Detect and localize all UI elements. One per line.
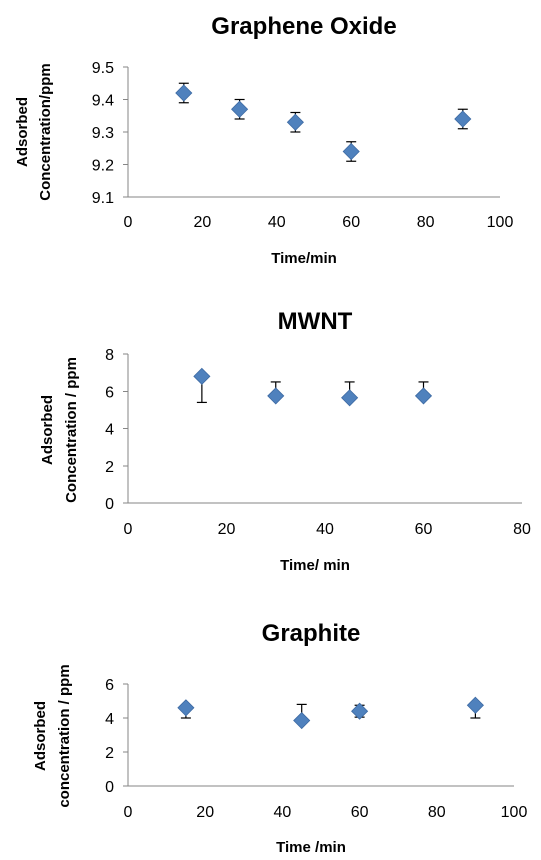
x-tick-label: 60 <box>415 521 433 538</box>
y-tick-label: 2 <box>105 745 114 762</box>
data-point-marker <box>341 389 359 407</box>
y-tick-label: 8 <box>105 347 114 364</box>
chart-title: Graphite <box>262 620 361 647</box>
y-tick-label: 0 <box>105 496 114 513</box>
chart-panel-1: Graphene Oxide 9.1 9.2 9.3 9.4 9.5 0 20 40 60 80 10… <box>14 13 513 267</box>
y-tick-label: 9.3 <box>92 125 114 142</box>
x-tick-label: 80 <box>417 214 435 231</box>
x-tick-label: 100 <box>501 804 528 821</box>
data-point-marker <box>351 702 369 720</box>
x-tick-label: 60 <box>351 804 369 821</box>
y-axis-title-line-1: Adsorbed <box>32 701 49 771</box>
x-tick-label: 0 <box>124 521 133 538</box>
data-point-marker <box>177 699 195 717</box>
data-point-marker <box>267 387 285 405</box>
x-tick-label: 20 <box>218 521 236 538</box>
y-axis-title-line-2: Concentration/ppm <box>37 63 54 201</box>
y-axis-title-line-2: concentration / ppm <box>56 664 73 807</box>
y-tick-label: 9.2 <box>92 158 114 175</box>
data-point-marker <box>414 387 433 405</box>
y-tick-label: 6 <box>105 677 114 694</box>
x-tick-label: 80 <box>428 804 446 821</box>
data-point-marker <box>342 142 360 161</box>
x-tick-label: 100 <box>487 214 514 231</box>
data-point-marker <box>231 100 249 118</box>
y-tick-label: 0 <box>105 779 114 796</box>
x-tick-label: 0 <box>124 214 133 231</box>
chart-title: MWNT <box>278 308 353 335</box>
data-point-marker <box>466 696 484 714</box>
x-axis-title: Time/min <box>271 250 337 267</box>
x-tick-label: 0 <box>124 804 133 821</box>
data-point-marker <box>193 367 211 385</box>
y-tick-label: 9.5 <box>92 60 114 77</box>
y-axis-title-line-1: Adsorbed <box>14 97 31 167</box>
y-tick-label: 9.1 <box>92 190 114 207</box>
x-tick-label: 20 <box>196 804 214 821</box>
x-tick-label: 20 <box>194 214 212 231</box>
y-tick-label: 9.4 <box>92 93 114 110</box>
y-tick-label: 6 <box>105 384 114 401</box>
data-point-marker <box>454 110 472 128</box>
x-axis-title: Time/ min <box>280 557 350 574</box>
x-axis-title: Time /min <box>276 839 346 856</box>
x-tick-label: 40 <box>274 804 292 821</box>
y-axis-title-line-2: Concentration / ppm <box>63 357 80 503</box>
y-tick-label: 4 <box>105 422 114 439</box>
data-point-marker <box>175 84 193 102</box>
y-tick-label: 2 <box>105 459 114 476</box>
y-axis-title-line-1: Adsorbed <box>39 395 56 465</box>
data-point-marker <box>286 113 304 131</box>
x-tick-label: 60 <box>342 214 360 231</box>
x-tick-label: 80 <box>513 521 531 538</box>
x-tick-label: 40 <box>316 521 334 538</box>
chart-title: Graphene Oxide <box>211 13 396 40</box>
y-tick-label: 4 <box>105 711 114 728</box>
x-tick-label: 40 <box>268 214 286 231</box>
data-point-marker <box>293 711 311 730</box>
